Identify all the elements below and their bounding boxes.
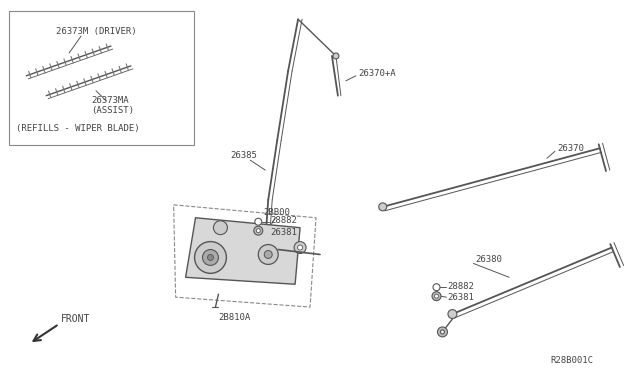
Bar	[10, 11, 193, 145]
Circle shape	[438, 327, 447, 337]
Text: 28882: 28882	[447, 282, 474, 291]
Circle shape	[333, 53, 339, 59]
Circle shape	[202, 250, 218, 265]
Text: 26370: 26370	[557, 144, 584, 153]
Circle shape	[195, 241, 227, 273]
Text: 28882: 28882	[270, 216, 297, 225]
Circle shape	[432, 292, 441, 301]
Circle shape	[298, 245, 303, 250]
Circle shape	[435, 294, 438, 298]
Circle shape	[259, 244, 278, 264]
Text: 2BB00: 2BB00	[263, 208, 290, 217]
Polygon shape	[186, 218, 300, 284]
Text: 26373M (DRIVER): 26373M (DRIVER)	[56, 27, 137, 36]
Circle shape	[433, 284, 440, 291]
Circle shape	[440, 330, 444, 334]
Text: 26380: 26380	[476, 255, 502, 264]
Circle shape	[264, 250, 272, 259]
Text: 26381: 26381	[447, 293, 474, 302]
Circle shape	[294, 241, 306, 253]
Text: FRONT: FRONT	[61, 314, 90, 324]
Text: 26385: 26385	[230, 151, 257, 160]
Text: 26370+A: 26370+A	[358, 69, 396, 78]
Text: 26373MA
(ASSIST): 26373MA (ASSIST)	[91, 96, 134, 115]
Circle shape	[207, 254, 214, 260]
Circle shape	[214, 221, 227, 235]
Circle shape	[255, 218, 262, 225]
Circle shape	[448, 310, 457, 318]
Text: (REFILLS - WIPER BLADE): (REFILLS - WIPER BLADE)	[17, 124, 140, 133]
Text: 2B810A: 2B810A	[218, 312, 251, 321]
Text: R28B001C: R28B001C	[551, 356, 594, 365]
Circle shape	[379, 203, 387, 211]
Circle shape	[254, 226, 263, 235]
Text: 26381: 26381	[270, 228, 297, 237]
Circle shape	[256, 229, 260, 232]
